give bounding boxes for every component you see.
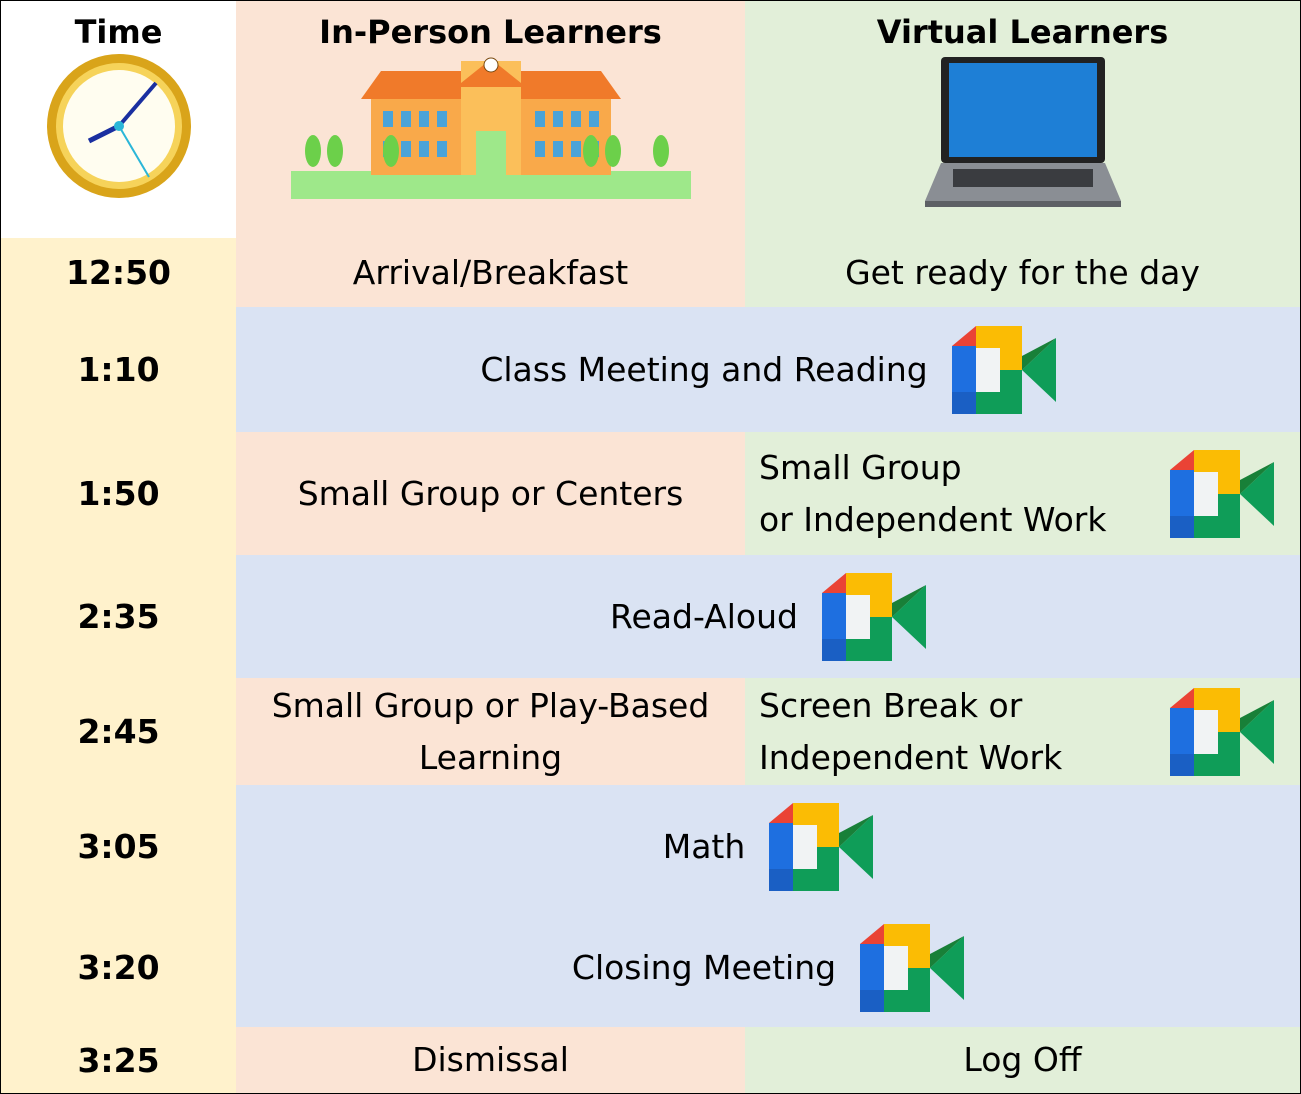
cell-text: Get ready for the day: [845, 247, 1200, 299]
cell-text: Log Off: [963, 1034, 1081, 1086]
text-line: Math: [662, 826, 746, 866]
text-line: Class Meeting and Reading: [480, 349, 928, 389]
text-line: Screen Break or: [759, 685, 1023, 725]
time-cell: 2:45: [0, 678, 237, 786]
text-line: Learning: [418, 737, 563, 777]
cell-text: Small Group or Centers: [298, 468, 684, 520]
cell-text: Class Meeting and Reading: [480, 344, 927, 396]
time-text: 2:45: [77, 712, 160, 751]
text-line: Dismissal: [412, 1040, 569, 1079]
time-cell: 1:50: [0, 432, 237, 556]
cell-text: Small Group or Independent Work: [759, 442, 1106, 546]
time-text: 1:10: [77, 350, 160, 389]
meet-icon: [952, 326, 1056, 414]
in-person-cell: Dismissal: [236, 1027, 746, 1094]
shared-cell: Read-Aloud: [236, 555, 1301, 679]
cell-text: Dismissal: [412, 1034, 569, 1086]
header-in-person: In-Person Learners: [236, 0, 746, 239]
text-line: Small Group or Centers: [297, 473, 684, 513]
virtual-cell: Get ready for the day: [745, 238, 1301, 308]
header-virtual: Virtual Learners: [745, 0, 1301, 239]
time-text: 2:35: [77, 597, 160, 636]
text-line: Small Group or Play-Based: [271, 685, 710, 725]
time-cell: 3:25: [0, 1027, 237, 1094]
in-person-cell: Small Group or Centers: [236, 432, 746, 556]
time-cell: 12:50: [0, 238, 237, 308]
text-line: Get ready for the day: [845, 252, 1200, 292]
meet-icon: [822, 573, 926, 661]
time-cell: 3:05: [0, 785, 237, 909]
cell-text: Read-Aloud: [610, 591, 798, 643]
text-line: Log Off: [963, 1040, 1082, 1079]
cell-text: Math: [663, 821, 746, 873]
meet-icon: [1170, 688, 1274, 776]
text-line: Closing Meeting: [571, 947, 837, 987]
time-text: 3:20: [77, 948, 160, 987]
in-person-cell: Small Group or Play-Based Learning: [236, 678, 746, 786]
shared-cell: Closing Meeting: [236, 908, 1301, 1028]
virtual-cell: Log Off: [745, 1027, 1301, 1094]
time-text: 3:05: [77, 827, 160, 866]
time-text: 12:50: [65, 253, 172, 292]
cell-text: Small Group or Play-Based Learning: [272, 680, 710, 784]
header-virtual-text: Virtual Learners: [876, 13, 1169, 51]
header-time: Time: [0, 0, 237, 239]
meet-icon: [860, 924, 964, 1012]
virtual-cell: Small Group or Independent Work: [745, 432, 1301, 556]
in-person-cell: Arrival/Breakfast: [236, 238, 746, 308]
meet-icon: [1170, 450, 1274, 538]
cell-text: Arrival/Breakfast: [353, 247, 628, 299]
header-time-text: Time: [74, 13, 163, 51]
text-line: Read-Aloud: [610, 596, 798, 636]
virtual-cell: Screen Break or Independent Work: [745, 678, 1301, 786]
cell-text: Screen Break or Independent Work: [759, 680, 1062, 784]
meet-icon: [769, 803, 873, 891]
time-text: 3:25: [77, 1040, 160, 1080]
time-cell: 1:10: [0, 307, 237, 433]
text-line: Arrival/Breakfast: [352, 252, 629, 292]
shared-cell: Math: [236, 785, 1301, 909]
text-line: Independent Work: [759, 737, 1063, 777]
time-cell: 2:35: [0, 555, 237, 679]
shared-cell: Class Meeting and Reading: [236, 307, 1301, 433]
header-in-person-text: In-Person Learners: [319, 13, 662, 51]
laptop-icon: [924, 57, 1121, 207]
cell-text: Closing Meeting: [572, 942, 836, 994]
time-text: 1:50: [77, 474, 160, 513]
school-icon: [290, 57, 691, 199]
text-line: Small Group: [759, 447, 962, 487]
clock-icon: [46, 54, 191, 198]
time-cell: 3:20: [0, 908, 237, 1028]
text-line: or Independent Work: [759, 499, 1107, 539]
